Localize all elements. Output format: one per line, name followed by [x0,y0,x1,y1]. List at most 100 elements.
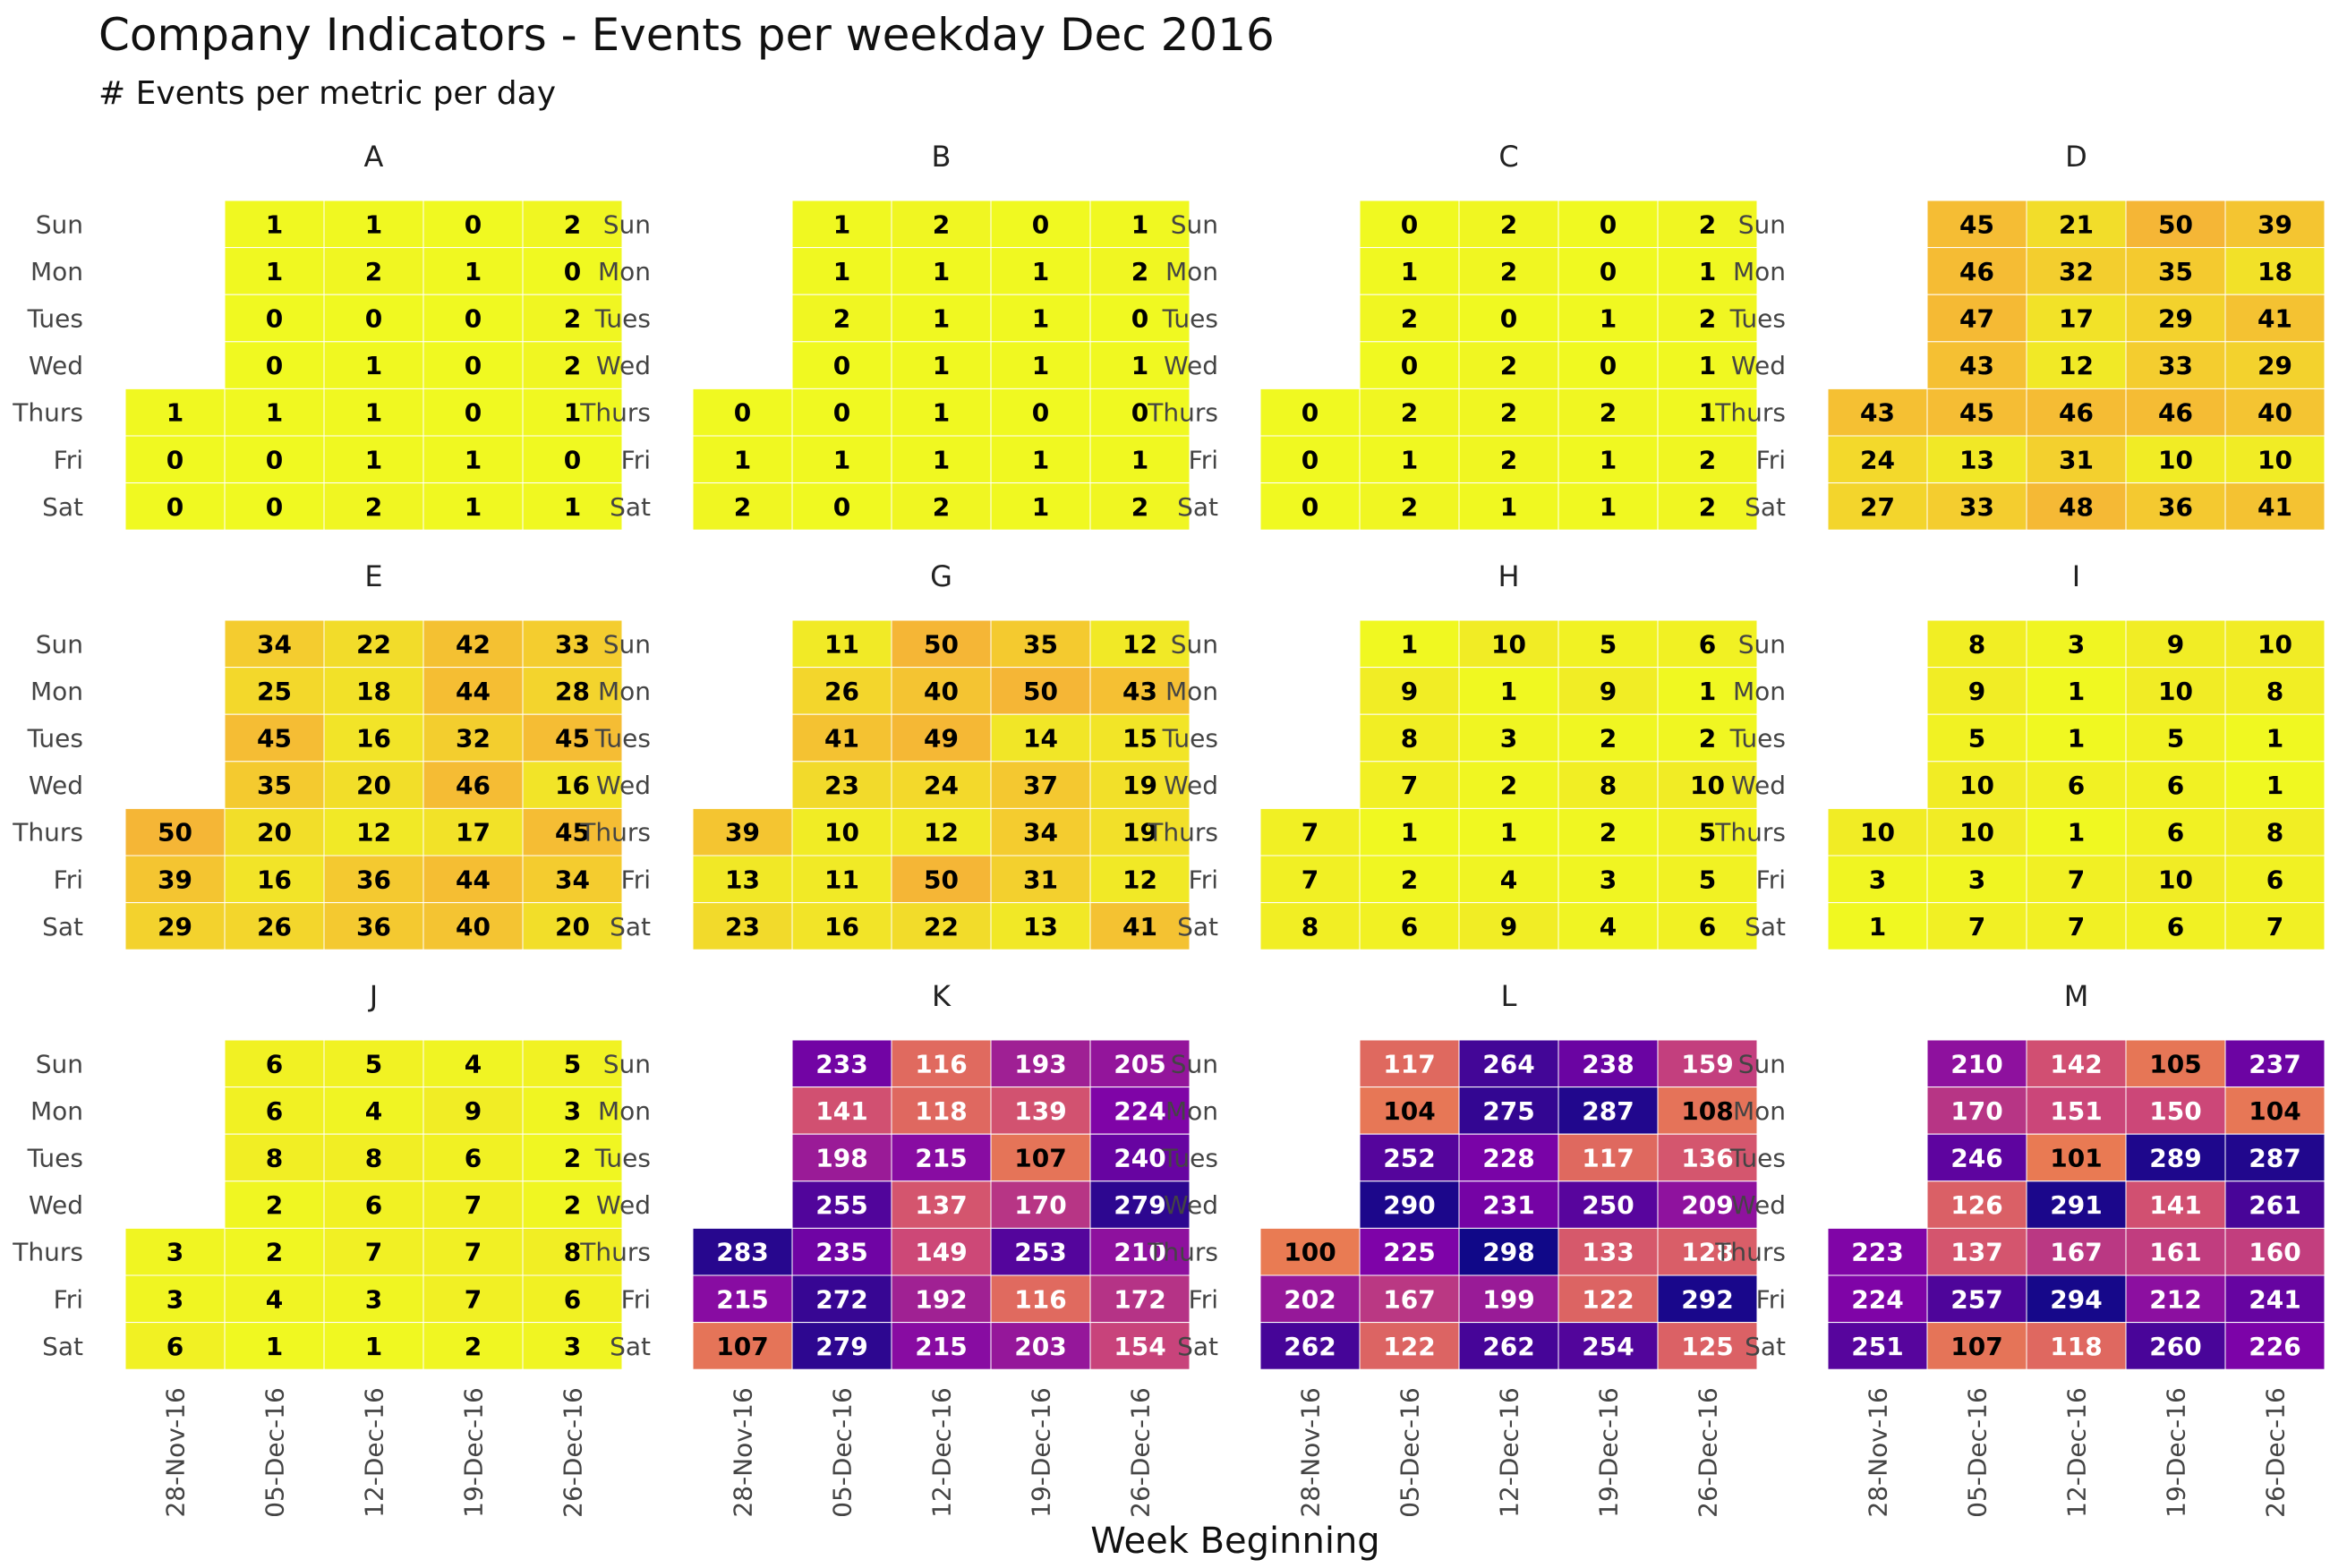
cell-value-label: 0 [1401,351,1418,380]
cell-value-label: 6 [2167,818,2184,848]
heatmap-cell [1089,667,1191,715]
heatmap-cell [1089,388,1191,437]
heatmap-cell [1926,667,2027,715]
cell-value-label: 33 [2158,351,2193,380]
heatmap-cell [1458,761,1559,809]
cell-value-label: 42 [456,629,491,659]
heatmap-cell [224,713,325,763]
heatmap-cell [1558,482,1659,531]
day-tick-label: Fri [54,445,83,474]
heatmap-cell [1657,1274,1758,1324]
cell-value-label: 6 [2266,865,2283,894]
cell-value-label: 117 [1383,1049,1435,1078]
cell-value-label: 275 [1482,1096,1534,1126]
cell-value-label: 261 [2249,1190,2300,1220]
heatmap-cell [1458,902,1559,950]
heatmap-cell [990,388,1091,437]
heatmap-cell [224,619,325,669]
panel-title: K [932,979,952,1013]
cell-value-label: 1 [1699,257,1716,286]
day-tick-label: Wed [596,771,651,800]
day-tick-label: Sat [1177,1332,1218,1361]
heatmap-cell [1657,902,1758,950]
cell-value-label: 142 [2050,1049,2102,1078]
heatmap-cell [1359,1322,1460,1370]
cell-value-label: 8 [2266,818,2283,848]
day-tick-label: Mon [30,257,83,286]
cell-value-label: 0 [1302,492,1319,522]
week-tick-label: 12-Dec-16 [2062,1387,2092,1518]
cell-value-label: 1 [1699,398,1716,428]
heatmap-cell [1558,855,1659,904]
heatmap-cell [891,247,992,295]
cell-value-label: 294 [2050,1284,2102,1314]
heatmap-cell [2125,667,2226,715]
week-tick-label: 28-Nov-16 [161,1387,191,1517]
cell-value-label: 210 [1114,1238,1165,1267]
cell-value-label: 262 [1284,1332,1336,1361]
cell-value-label: 298 [1482,1238,1534,1267]
cell-value-label: 10 [1959,771,1994,800]
cell-value-label: 1 [2266,771,2283,800]
cell-value-label: 246 [1950,1144,2002,1173]
cell-value-label: 139 [1014,1096,1066,1126]
cell-value-label: 2 [465,1332,482,1361]
heatmap-cell [1926,713,2027,763]
cell-value-label: 210 [1950,1049,2002,1078]
heatmap-cell [422,1227,524,1276]
cell-value-label: 0 [833,492,850,522]
day-tick-label: Mon [1733,1096,1786,1126]
cell-value-label: 0 [1131,304,1148,334]
cell-value-label: 150 [2149,1096,2201,1126]
cell-value-label: 264 [1482,1049,1534,1078]
heatmap-cell [422,1322,524,1370]
cell-value-label: 202 [1284,1284,1336,1314]
cell-value-label: 1 [1500,818,1517,848]
cell-value-label: 3 [1968,865,1985,894]
day-tick-label: Tues [1729,1144,1786,1173]
heatmap-cell [1827,855,1928,904]
cell-value-label: 27 [1860,492,1895,522]
heatmap-cell [1827,482,1928,531]
cell-value-label: 7 [2266,912,2283,942]
cell-value-label: 0 [166,445,183,474]
cell-value-label: 0 [1302,445,1319,474]
cell-value-label: 36 [356,865,391,894]
heatmap-cell [1359,1087,1460,1135]
heatmap-cell [522,200,623,249]
cell-value-label: 2 [1699,209,1716,239]
heatmap-cell [1359,341,1460,389]
cell-value-label: 1 [2068,724,2085,754]
cell-value-label: 212 [2149,1284,2201,1314]
x-axis-label: Week Beginning [1090,1521,1379,1562]
cell-value-label: 101 [2050,1144,2102,1173]
day-tick-label: Wed [596,351,651,380]
heatmap-cell [1657,667,1758,715]
heatmap-cell [422,1274,524,1324]
heatmap-cell [1259,902,1361,950]
cell-value-label: 20 [555,912,590,942]
heatmap-cell [1926,341,2027,389]
heatmap-cell [791,902,892,950]
heatmap-cell [2026,435,2127,484]
panel-title: M [2064,979,2089,1013]
cell-value-label: 250 [1582,1190,1634,1220]
heatmap-cell [1089,713,1191,763]
heatmap-cell [422,1133,524,1182]
heatmap-cell [1089,200,1191,249]
heatmap-cell [1558,667,1659,715]
cell-value-label: 1 [2068,818,2085,848]
cell-value-label: 2 [564,304,581,334]
cell-value-label: 235 [815,1238,867,1267]
heatmap-cell [990,667,1091,715]
heatmap-cell [1926,619,2027,669]
heatmap-cell [1657,1322,1758,1370]
heatmap-cell [224,667,325,715]
cell-value-label: 289 [2149,1144,2201,1173]
cell-value-label: 257 [1950,1284,2002,1314]
cell-value-label: 199 [1482,1284,1534,1314]
cell-value-label: 25 [257,677,292,706]
day-tick-label: Mon [1165,1096,1218,1126]
heatmap-cell [1657,435,1758,484]
cell-value-label: 215 [716,1284,768,1314]
